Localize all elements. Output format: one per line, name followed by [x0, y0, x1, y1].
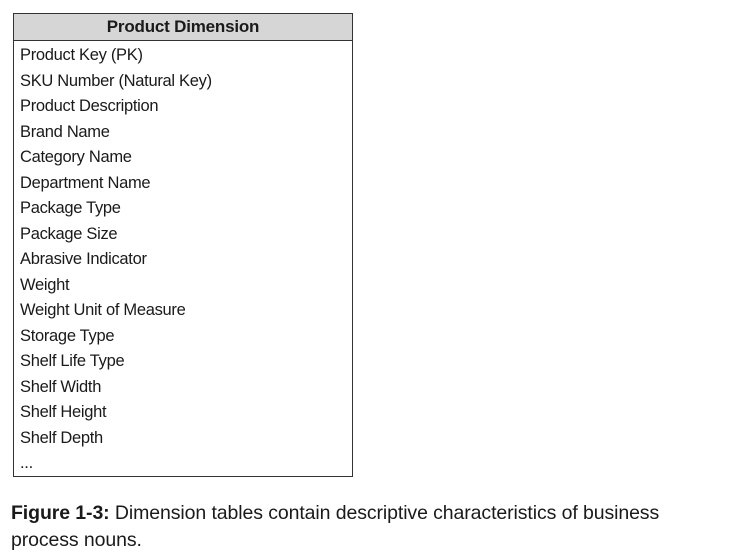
product-dimension-table: Product Dimension Product Key (PK) SKU N…	[13, 13, 353, 477]
attribute-package-type: Package Type	[20, 199, 121, 217]
figure-caption-label: Figure 1-3:	[11, 502, 110, 524]
attribute-product-key: Product Key (PK)	[20, 46, 143, 64]
attribute-ellipsis: ...	[20, 454, 33, 472]
attribute-abrasive-indicator: Abrasive Indicator	[20, 250, 147, 268]
attribute-list: Product Key (PK) SKU Number (Natural Key…	[14, 41, 352, 477]
attribute-brand-name: Brand Name	[20, 122, 110, 141]
figure-caption-text: Dimension tables contain descriptive cha…	[11, 502, 660, 551]
attribute-category-name: Category Name	[20, 148, 132, 166]
attribute-shelf-width: Shelf Width	[20, 377, 102, 396]
attribute-storage-type: Storage Type	[20, 326, 115, 345]
attribute-shelf-depth: Shelf Depth	[20, 428, 103, 447]
attribute-product-description: Product Description	[20, 97, 159, 115]
figure-caption: Figure 1-3: Dimension tables contain des…	[11, 500, 731, 554]
attribute-weight: Weight	[20, 275, 70, 294]
attribute-shelf-life-type: Shelf Life Type	[20, 352, 125, 370]
attribute-shelf-height: Shelf Height	[20, 403, 107, 421]
attribute-sku-number: SKU Number (Natural Key)	[20, 71, 212, 90]
table-title: Product Dimension	[14, 14, 352, 41]
attribute-package-size: Package Size	[20, 224, 118, 243]
attribute-weight-unit: Weight Unit of Measure	[20, 301, 186, 319]
attribute-department-name: Department Name	[20, 173, 151, 192]
